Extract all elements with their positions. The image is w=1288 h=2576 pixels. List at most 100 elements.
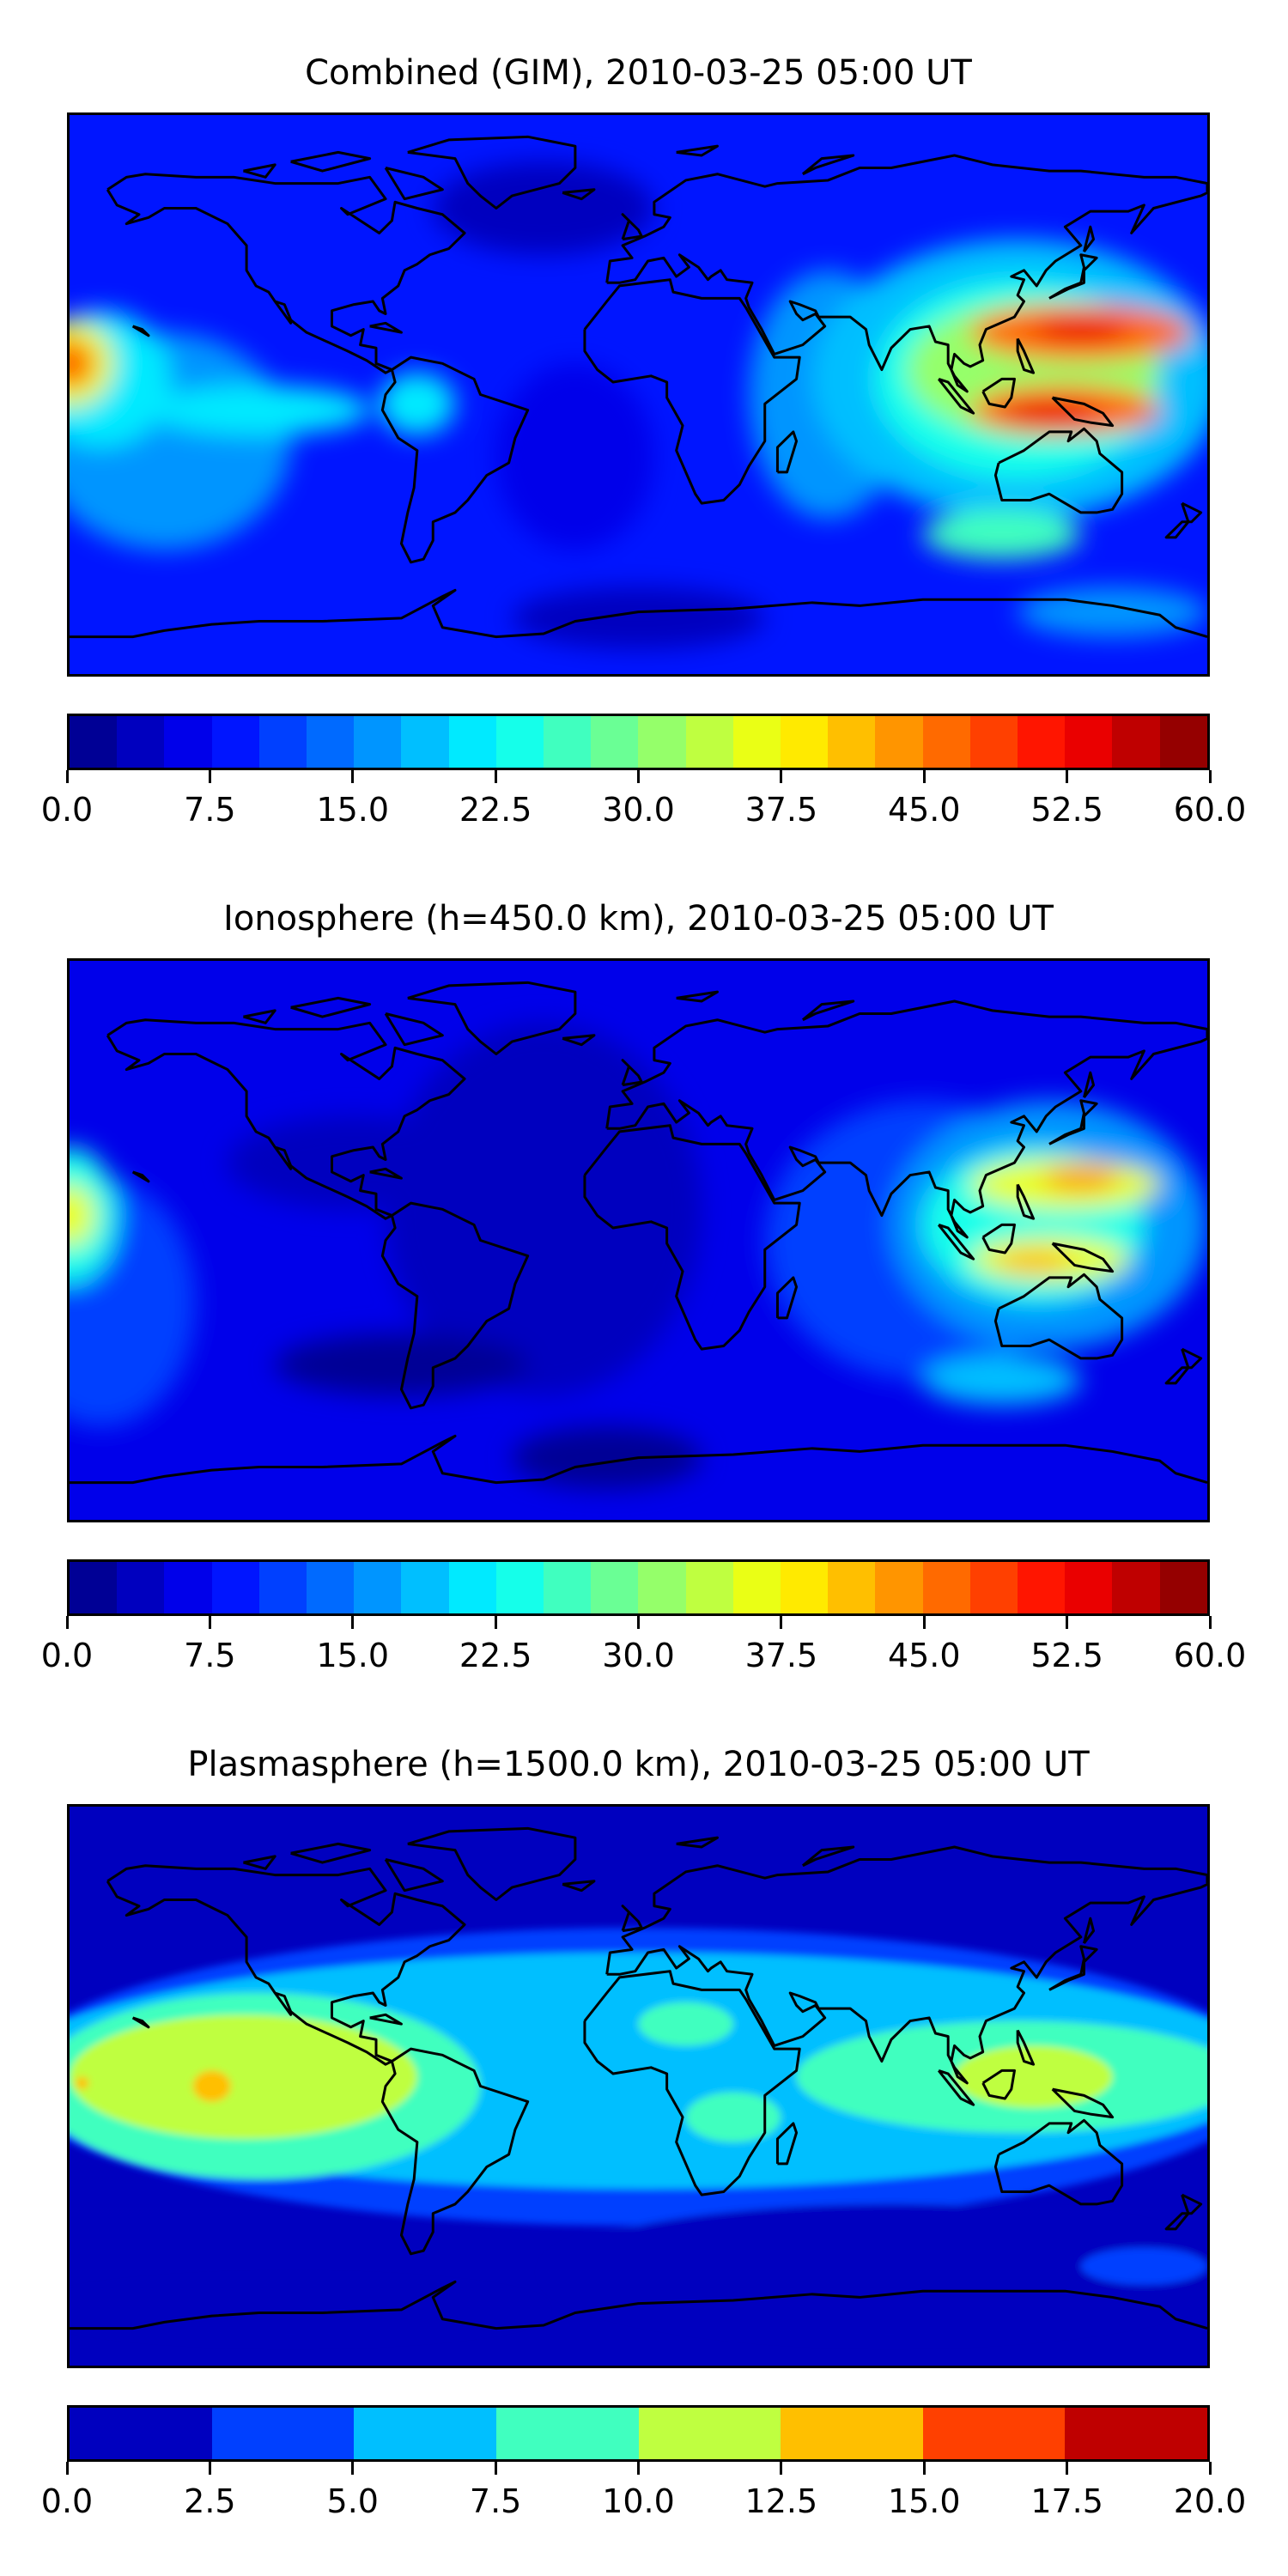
contour-region bbox=[70, 2278, 544, 2342]
colorbar-level bbox=[544, 1562, 592, 1613]
colorbar bbox=[67, 2405, 1210, 2462]
map-plot-area bbox=[67, 112, 1210, 677]
colorbar-level bbox=[258, 1562, 307, 1613]
coastline bbox=[133, 1172, 149, 1182]
coastline bbox=[243, 165, 275, 177]
coastline bbox=[623, 1060, 641, 1085]
colorbar-level bbox=[495, 2408, 639, 2459]
colorbar-tick bbox=[494, 2462, 497, 2475]
coastline bbox=[1053, 398, 1113, 426]
coastline bbox=[291, 1844, 370, 1862]
colorbar-level bbox=[354, 2408, 496, 2459]
coastline bbox=[777, 432, 796, 472]
colorbar-level bbox=[448, 716, 496, 768]
colorbar-level bbox=[685, 1562, 733, 1613]
colorbar-level bbox=[401, 716, 449, 768]
colorbar-level bbox=[1065, 716, 1113, 768]
colorbar-level bbox=[211, 2408, 355, 2459]
coastline bbox=[677, 1838, 718, 1847]
coastline bbox=[777, 2123, 796, 2164]
colorbar-tick-label: 52.5 bbox=[1030, 791, 1103, 829]
heatmap-svg bbox=[70, 115, 1207, 674]
colorbar-tick bbox=[637, 1616, 640, 1629]
coastline bbox=[291, 152, 370, 171]
colorbar-level bbox=[732, 716, 781, 768]
colorbar-tick-label: 10.0 bbox=[602, 2482, 675, 2520]
map-panel: Plasmasphere (h=1500.0 km), 2010-03-25 0… bbox=[0, 1692, 1288, 2537]
colorbar-level bbox=[1112, 1562, 1160, 1613]
colorbar-tick-label: 2.5 bbox=[184, 2482, 236, 2520]
contour-region bbox=[76, 2076, 89, 2090]
colorbar-level bbox=[969, 1562, 1018, 1613]
colorbar-tick-label: 22.5 bbox=[459, 1637, 532, 1674]
contour-region bbox=[922, 509, 1081, 560]
colorbar-tick bbox=[351, 1616, 355, 1629]
coastline bbox=[1018, 338, 1033, 373]
colorbar-axis: 0.0 7.5 15.0 22.5 30.0 37.5 45.0 52.5 60.0 bbox=[41, 1616, 1246, 1685]
coastline bbox=[1049, 255, 1097, 299]
contour-region bbox=[70, 338, 95, 389]
heatmap-svg bbox=[70, 961, 1207, 1520]
colorbar-level bbox=[781, 716, 829, 768]
coastline bbox=[70, 1436, 1207, 1482]
contour-region bbox=[433, 161, 654, 255]
colorbar-tick-label: 60.0 bbox=[1173, 1637, 1247, 1674]
colorbar-axis: 0.0 2.5 5.0 7.5 10.0 12.5 15.0 17.5 20.0 bbox=[41, 2462, 1246, 2530]
chart-title: Plasmasphere (h=1500.0 km), 2010-03-25 0… bbox=[187, 1745, 1090, 1784]
coastline bbox=[562, 1036, 594, 1045]
colorbar-level bbox=[828, 716, 876, 768]
coastline bbox=[1166, 1349, 1200, 1383]
colorbar-tick bbox=[922, 770, 926, 783]
colorbar-level bbox=[544, 716, 592, 768]
colorbar-level bbox=[401, 1562, 449, 1613]
colorbar-tick bbox=[922, 2462, 926, 2475]
colorbar-tick-label: 0.0 bbox=[40, 2482, 94, 2520]
colorbar-level bbox=[211, 716, 259, 768]
coastline bbox=[803, 1847, 854, 1866]
coastline bbox=[382, 2049, 527, 2254]
colorbar-level bbox=[1065, 2408, 1207, 2459]
coastline bbox=[585, 280, 799, 503]
colorbar-level bbox=[495, 716, 544, 768]
colorbar-tick-label: 15.0 bbox=[887, 2482, 961, 2520]
coastline bbox=[607, 155, 1207, 392]
contour-region bbox=[922, 1355, 1081, 1406]
coastline bbox=[370, 323, 402, 332]
coastline bbox=[1018, 2030, 1033, 2064]
colorbar-tick-label: 7.5 bbox=[184, 791, 236, 829]
colorbar-tick bbox=[1208, 770, 1212, 783]
coastline bbox=[370, 2014, 402, 2024]
coastline bbox=[408, 137, 575, 208]
contour-region bbox=[544, 2203, 1207, 2342]
colorbar-tick-label: 45.0 bbox=[887, 791, 961, 829]
coastline bbox=[133, 2018, 149, 2027]
colorbar-tick-label: 15.0 bbox=[316, 791, 390, 829]
coastline bbox=[243, 1856, 275, 1868]
colorbar-tick bbox=[780, 2462, 783, 2475]
colorbar-level bbox=[164, 1562, 212, 1613]
colorbar-tick bbox=[208, 2462, 211, 2475]
colorbar-tick bbox=[65, 1616, 69, 1629]
coastline bbox=[107, 1020, 465, 1218]
coastline bbox=[70, 590, 1207, 636]
contour-region bbox=[1042, 1165, 1119, 1191]
coastline bbox=[1049, 1947, 1097, 1990]
colorbar-tick bbox=[1208, 2462, 1212, 2475]
colorbar-tick-label: 17.5 bbox=[1030, 2482, 1103, 2520]
chart-title: Combined (GIM), 2010-03-25 05:00 UT bbox=[305, 53, 972, 93]
colorbar-tick bbox=[637, 770, 640, 783]
contour-region bbox=[228, 1115, 481, 1210]
colorbar-tick bbox=[780, 770, 783, 783]
coastline bbox=[1053, 2089, 1113, 2117]
coastline bbox=[677, 146, 718, 155]
colorbar-tick bbox=[1066, 1616, 1069, 1629]
coastline bbox=[983, 1224, 1015, 1253]
colorbar-tick bbox=[1066, 770, 1069, 783]
colorbar-tick-label: 30.0 bbox=[602, 1637, 675, 1674]
colorbar-tick-label: 15.0 bbox=[316, 1637, 390, 1674]
colorbar-tick bbox=[922, 1616, 926, 1629]
coastline bbox=[382, 1203, 527, 1408]
colorbar-level bbox=[448, 1562, 496, 1613]
colorbar-tick bbox=[1066, 2462, 1069, 2475]
colorbar-tick-label: 60.0 bbox=[1173, 791, 1247, 829]
